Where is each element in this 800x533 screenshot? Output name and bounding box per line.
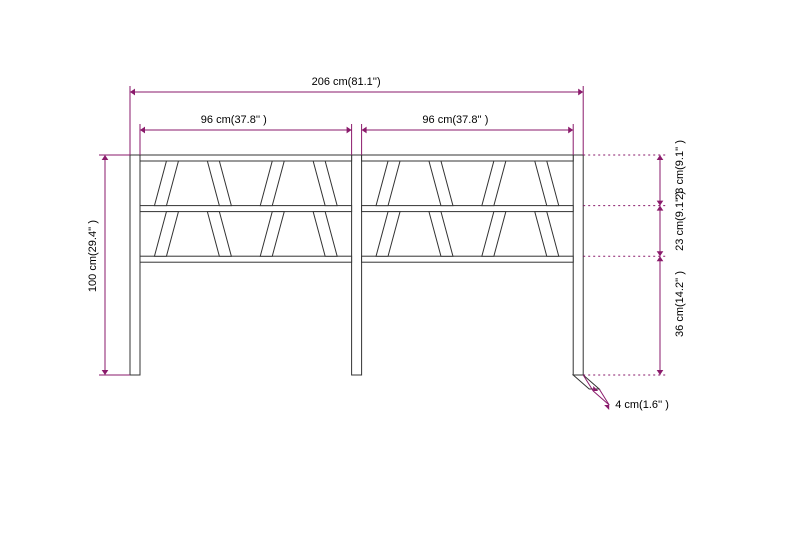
diagram-svg (0, 0, 800, 533)
label-panel-right: 96 cm(37.8'' ) (422, 114, 488, 126)
label-leg: 36 cm(14.2'' ) (674, 271, 686, 337)
label-total-width: 206 cm(81.1'') (312, 76, 381, 88)
label-row2: 23 cm(9.1'' ) (674, 191, 686, 251)
label-depth: 4 cm(1.6'' ) (615, 399, 669, 411)
diagram-stage: 206 cm(81.1'') 96 cm(37.8'' ) 96 cm(37.8… (0, 0, 800, 533)
label-total-height: 100 cm(29.4'' ) (87, 220, 99, 292)
label-panel-left: 96 cm(37.8'' ) (201, 114, 267, 126)
